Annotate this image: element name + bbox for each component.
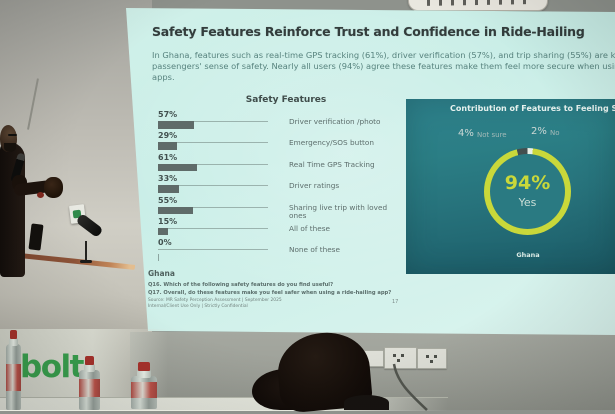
bar-chart: 57% Driver verification /photo 29% Emergenc… (158, 110, 398, 260)
bottle-cap (10, 330, 17, 339)
bar-baseline (158, 142, 268, 144)
table-microphone (66, 203, 110, 265)
bar-category-label: Sharing live trip with loved ones (289, 202, 388, 221)
bar-baseline (158, 185, 268, 187)
wall-sign (408, 0, 548, 11)
bar-category-label: Real Time GPS Tracking (289, 159, 375, 169)
wall-sign-writing (426, 0, 528, 6)
bar-category-label: Driver verification /photo (289, 117, 381, 126)
presenter-beard (4, 143, 16, 152)
bar-chart-heading: Safety Features (245, 95, 327, 105)
bar-fill (158, 121, 195, 129)
slide-intro-line: apps. (152, 72, 175, 82)
presenter (0, 125, 72, 285)
bottle-neck (136, 370, 152, 378)
bottle-label (6, 363, 21, 391)
bar-row: 55% Sharing live trip with loved ones (158, 195, 398, 220)
bottle-label (79, 378, 100, 398)
donut-callout-label: No (550, 129, 560, 137)
country-label: Ghana (148, 269, 175, 278)
bar-row: 33% Driver ratings (158, 174, 398, 195)
source-footnote: Internal/Client Use Only | Strictly Conf… (148, 304, 248, 309)
donut-center-value: 94% (504, 172, 551, 194)
bottle-neck (9, 338, 18, 346)
bar-category-label: All of these (289, 223, 330, 233)
bolt-logo: bolt (20, 349, 84, 385)
donut-chart: 94% Yes (484, 148, 571, 235)
audience-shoulder (344, 395, 389, 410)
water-bottle (6, 330, 21, 410)
bar-category-label: Emergency/SOS button (289, 138, 375, 148)
bar-value-label: 15% (158, 216, 178, 226)
question-footnote: Q16. Which of the following safety featu… (148, 282, 334, 288)
slide-title: Safety Features Reinforce Trust and Conf… (152, 24, 585, 39)
bottle-cap (84, 356, 95, 365)
outlet-pins (426, 355, 429, 358)
bar-category-label: None of these (289, 245, 340, 255)
bottle-cap (138, 362, 150, 371)
bar-row: 0% None of these (158, 238, 398, 259)
slide-intro-line: passengers' sense of safety. Nearly all … (152, 61, 615, 71)
bar-value-label: 0% (158, 238, 172, 248)
axis-tick (158, 254, 159, 261)
bar-fill (158, 206, 194, 215)
page-number: 17 (392, 299, 399, 305)
bar-category-label: Driver ratings (289, 181, 340, 191)
presenter-bracelet (37, 192, 44, 198)
bar-fill (158, 163, 198, 172)
bar-value-label: 33% (158, 174, 178, 184)
slide-intro-line: In Ghana, features such as real-time GPS… (152, 50, 615, 60)
donut-callout-label: Not sure (477, 131, 507, 139)
bar-baseline (158, 163, 268, 165)
mic-body (75, 212, 104, 239)
audience-head (250, 329, 389, 414)
outlet-plate (384, 347, 417, 369)
donut-hole: 94% Yes (490, 154, 565, 229)
source-footnote: Source: MR Safety Perception Assessment … (148, 298, 282, 303)
donut-panel: Contribution of Features to Feeling Safe… (406, 99, 615, 274)
bar-value-label: 29% (158, 131, 178, 141)
donut-callout-value: 4% (458, 128, 474, 139)
outlet-pins (393, 354, 396, 357)
mic-stand-base (80, 260, 92, 263)
bar-row: 57% Driver verification /photo (158, 110, 398, 131)
bar-fill (158, 142, 177, 150)
bar-row: 15% All of these (158, 217, 398, 238)
water-bottle (131, 362, 157, 409)
bar-row: 61% Real Time GPS Tracking (158, 153, 398, 174)
bar-value-label: 57% (158, 110, 178, 119)
donut-callout-value: 2% (531, 126, 547, 137)
bar-fill (158, 185, 180, 193)
bar-baseline (158, 249, 268, 251)
bar-baseline (158, 121, 268, 122)
bottle-neck (83, 364, 96, 372)
power-cable (392, 363, 428, 411)
presenter-fist (44, 177, 63, 198)
outlet-plate (417, 348, 447, 369)
country-label: Ghana (516, 251, 540, 259)
question-footnote: Q17. Overall, do these features make you… (148, 290, 392, 296)
bar-baseline (158, 227, 268, 229)
bar-fill (158, 227, 168, 236)
bottle-label (131, 381, 157, 398)
bar-value-label: 55% (158, 195, 178, 205)
donut-center-label: Yes (518, 196, 537, 209)
bar-baseline (158, 206, 268, 208)
bar-row: 29% Emergency/SOS button (158, 131, 398, 152)
water-bottle (79, 356, 100, 410)
donut-panel-heading: Contribution of Features to Feeling Safe (450, 104, 615, 113)
mic-stand-rod (85, 241, 87, 261)
bar-value-label: 61% (158, 152, 178, 162)
presenter-glasses (8, 134, 17, 136)
